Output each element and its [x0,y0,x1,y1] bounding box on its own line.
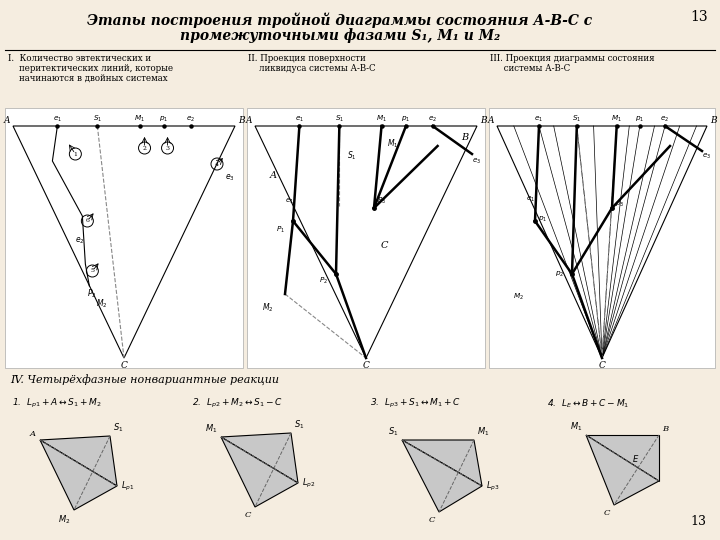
Text: A: A [269,172,276,180]
Text: $S_1$: $S_1$ [347,150,357,162]
Text: C: C [363,361,369,370]
Text: 5: 5 [91,268,94,273]
Text: $P_1$: $P_1$ [276,225,285,235]
Text: A: A [30,430,36,438]
Text: 2.  $L_{p2} + M_2 \leftrightarrow S_1 - C$: 2. $L_{p2} + M_2 \leftrightarrow S_1 - C… [192,397,283,410]
Polygon shape [221,437,298,507]
Text: перитектических линий, которые: перитектических линий, которые [8,64,173,73]
Text: $L_{p1}$: $L_{p1}$ [121,480,135,492]
Text: $M_1$: $M_1$ [134,114,145,124]
Text: $S_1$: $S_1$ [572,114,582,124]
Text: B: B [462,133,469,143]
Text: $S_1$: $S_1$ [335,114,344,124]
Text: C: C [380,241,388,251]
FancyBboxPatch shape [5,108,243,368]
Text: $p_2$: $p_2$ [554,270,564,279]
Text: $e_1$: $e_1$ [526,195,535,204]
Text: $M_2$: $M_2$ [58,514,70,526]
Text: $e_2$: $e_2$ [186,115,195,124]
Text: $p_1$: $p_1$ [159,115,168,124]
Text: C: C [120,361,127,370]
Text: 1.  $L_{p1} + A \leftrightarrow S_1 + M_2$: 1. $L_{p1} + A \leftrightarrow S_1 + M_2… [12,397,102,410]
Text: B: B [710,116,716,125]
Text: Этапы построения тройной диаграммы состояния А-В-С с: Этапы построения тройной диаграммы состо… [87,12,593,28]
Text: $P_2$: $P_2$ [319,276,328,286]
Text: A: A [4,116,10,125]
Polygon shape [402,440,482,512]
Text: C: C [598,361,606,370]
Polygon shape [402,440,482,486]
Polygon shape [40,440,117,510]
Text: $p_1$: $p_1$ [538,215,547,224]
Text: $M_2$: $M_2$ [261,302,273,314]
Text: $P_3$: $P_3$ [377,196,386,206]
Text: $P_2$: $P_2$ [87,288,97,300]
Polygon shape [221,433,298,483]
Text: $M_1$: $M_1$ [387,138,398,150]
Text: $L_{p3}$: $L_{p3}$ [486,480,500,492]
Text: $e_3$: $e_3$ [225,173,235,183]
Text: I.  Количество эвтектических и: I. Количество эвтектических и [8,54,151,63]
Text: 1: 1 [73,152,77,157]
Text: $S_1$: $S_1$ [387,426,398,438]
Polygon shape [40,436,117,486]
Text: $M_2$: $M_2$ [96,298,108,310]
Text: B: B [662,425,668,433]
Text: начинаются в двойных системах: начинаются в двойных системах [8,74,168,83]
Text: 3.  $L_{p3} + S_1 \leftrightarrow M_1 + C$: 3. $L_{p3} + S_1 \leftrightarrow M_1 + C… [370,397,461,410]
Text: $e_1$: $e_1$ [295,115,304,124]
Text: B: B [480,116,487,125]
Text: $M_1$: $M_1$ [570,421,582,433]
Text: 13: 13 [690,10,708,24]
Text: $e_2$: $e_2$ [660,115,670,124]
Text: $p_1$: $p_1$ [635,115,644,124]
Text: ликвидуса системы А-В-С: ликвидуса системы А-В-С [248,64,376,73]
Text: системы А-В-С: системы А-В-С [490,64,570,73]
Text: промежуточными фазами S₁, M₁ и M₂: промежуточными фазами S₁, M₁ и M₂ [180,28,500,43]
Text: $e_3$: $e_3$ [472,157,481,166]
Text: II. Проекция поверхности: II. Проекция поверхности [248,54,366,63]
Text: 4: 4 [215,161,219,166]
Polygon shape [586,435,659,505]
Text: $e_2$: $e_2$ [76,236,85,246]
Text: $M_2$: $M_2$ [513,292,524,302]
FancyBboxPatch shape [489,108,715,368]
FancyBboxPatch shape [247,108,485,368]
Text: A: A [246,116,252,125]
Text: B: B [238,116,245,125]
Text: 4.  $L_E \leftrightarrow B + C - M_1$: 4. $L_E \leftrightarrow B + C - M_1$ [547,397,629,409]
Text: $e_2$: $e_2$ [428,115,437,124]
Text: III. Проекция диаграммы состояния: III. Проекция диаграммы состояния [490,54,654,63]
Polygon shape [586,435,659,481]
Text: $M_1$: $M_1$ [204,422,217,435]
Text: 13: 13 [690,515,706,528]
Text: $M_1$: $M_1$ [477,426,490,438]
Text: A: A [487,116,494,125]
Text: $e_1$: $e_1$ [534,115,544,124]
Text: $p_1$: $p_1$ [401,115,410,124]
Text: IV. Четырёхфазные нонвариантные реакции: IV. Четырёхфазные нонвариантные реакции [10,374,279,385]
Text: $e_1$: $e_1$ [53,115,62,124]
Text: 2: 2 [143,145,147,151]
Text: $e_1$: $e_1$ [285,197,294,206]
Text: C: C [603,509,610,517]
Text: C: C [428,516,435,524]
Text: $S_1$: $S_1$ [113,422,123,434]
Text: $M_1$: $M_1$ [611,114,622,124]
Text: 3: 3 [166,145,169,151]
Text: C: C [245,511,251,519]
Text: $S_1$: $S_1$ [93,114,102,124]
Text: $M_1$: $M_1$ [376,114,387,124]
Text: $L_{p2}$: $L_{p2}$ [302,476,315,490]
Text: $S_1$: $S_1$ [294,418,305,431]
Text: 6: 6 [86,219,89,224]
Text: $E$: $E$ [632,453,639,463]
Text: $e_3$: $e_3$ [702,152,711,161]
Text: $p_3$: $p_3$ [615,200,624,209]
